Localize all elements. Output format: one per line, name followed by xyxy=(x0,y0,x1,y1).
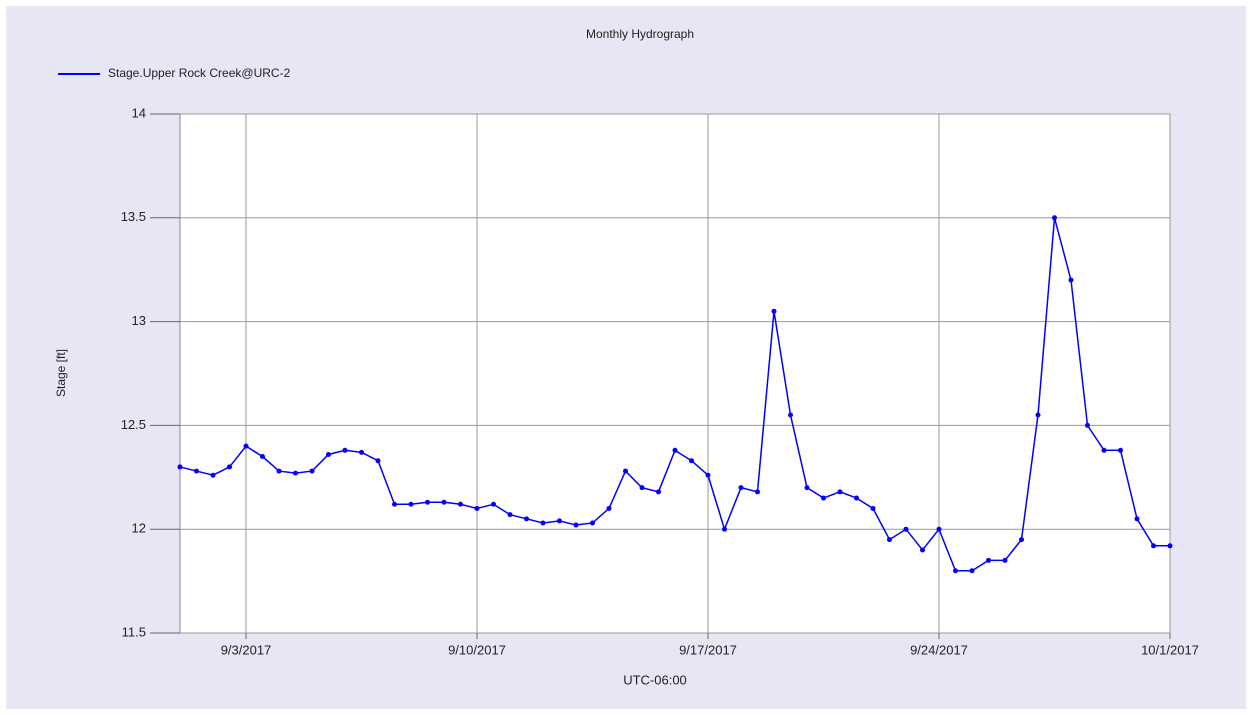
data-point xyxy=(326,451,331,457)
data-point xyxy=(507,512,513,518)
data-point xyxy=(342,447,348,453)
data-point xyxy=(408,501,414,507)
data-point xyxy=(260,454,265,460)
data-point xyxy=(606,505,612,511)
data-point xyxy=(590,520,595,526)
data-point xyxy=(194,468,199,474)
data-point xyxy=(441,499,447,505)
data-point xyxy=(1085,422,1090,428)
data-point xyxy=(887,537,892,543)
data-point xyxy=(1151,543,1156,549)
data-point xyxy=(854,495,859,501)
data-point xyxy=(1118,447,1123,453)
data-point xyxy=(771,308,777,314)
data-point xyxy=(672,447,678,453)
data-point xyxy=(1167,543,1173,549)
x-tick-label: 9/24/2017 xyxy=(910,642,968,657)
plot-area xyxy=(179,113,1171,634)
data-point xyxy=(293,470,298,476)
data-point xyxy=(903,526,909,532)
data-point xyxy=(738,485,744,491)
data-point xyxy=(276,468,282,474)
data-point xyxy=(375,458,381,464)
data-point xyxy=(722,526,727,532)
data-point xyxy=(705,472,711,478)
data-point xyxy=(524,516,529,522)
data-point xyxy=(210,472,216,478)
data-point xyxy=(243,443,249,449)
data-point xyxy=(392,501,397,507)
x-tick-label: 9/3/2017 xyxy=(221,642,272,657)
data-point xyxy=(1052,215,1057,221)
y-axis-label: Stage [ft] xyxy=(54,349,68,397)
data-point xyxy=(359,449,364,455)
y-tick-label: 14 xyxy=(132,105,146,120)
data-point xyxy=(1068,277,1074,283)
data-point xyxy=(1134,516,1140,522)
data-point xyxy=(1019,537,1024,543)
data-point xyxy=(821,495,826,501)
data-point xyxy=(458,501,463,507)
x-tick-label: 9/10/2017 xyxy=(448,642,506,657)
y-tick-label: 12.5 xyxy=(121,417,146,432)
data-point xyxy=(689,458,694,464)
chart-title: Monthly Hydrograph xyxy=(586,27,694,41)
data-point xyxy=(1002,557,1008,563)
y-tick-label: 12 xyxy=(132,521,146,536)
data-point xyxy=(788,412,793,418)
data-point xyxy=(755,489,760,495)
data-point xyxy=(425,499,430,505)
data-point xyxy=(309,468,315,474)
data-point xyxy=(656,489,661,495)
data-point xyxy=(557,518,562,524)
data-point xyxy=(491,501,496,507)
data-point xyxy=(540,520,546,526)
data-point xyxy=(870,505,876,511)
data-point xyxy=(177,464,183,470)
x-tick-label: 9/17/2017 xyxy=(679,642,737,657)
x-axis-label: UTC-06:00 xyxy=(623,672,687,687)
data-point xyxy=(573,522,579,528)
data-point xyxy=(837,489,843,495)
data-point xyxy=(639,485,645,491)
data-point xyxy=(1101,447,1107,453)
data-point xyxy=(1035,412,1041,418)
data-point xyxy=(227,464,232,470)
data-point xyxy=(920,547,925,553)
legend-label: Stage.Upper Rock Creek@URC-2 xyxy=(108,66,291,80)
y-tick-label: 11.5 xyxy=(122,624,146,639)
data-point xyxy=(936,526,942,532)
data-point xyxy=(953,568,958,574)
data-point xyxy=(474,505,480,511)
data-point xyxy=(623,468,628,474)
data-point xyxy=(969,568,975,574)
y-tick-label: 13 xyxy=(132,313,146,328)
y-tick-label: 13.5 xyxy=(121,209,146,224)
data-point xyxy=(804,485,810,491)
x-tick-label: 10/1/2017 xyxy=(1141,642,1199,657)
data-point xyxy=(986,557,991,563)
